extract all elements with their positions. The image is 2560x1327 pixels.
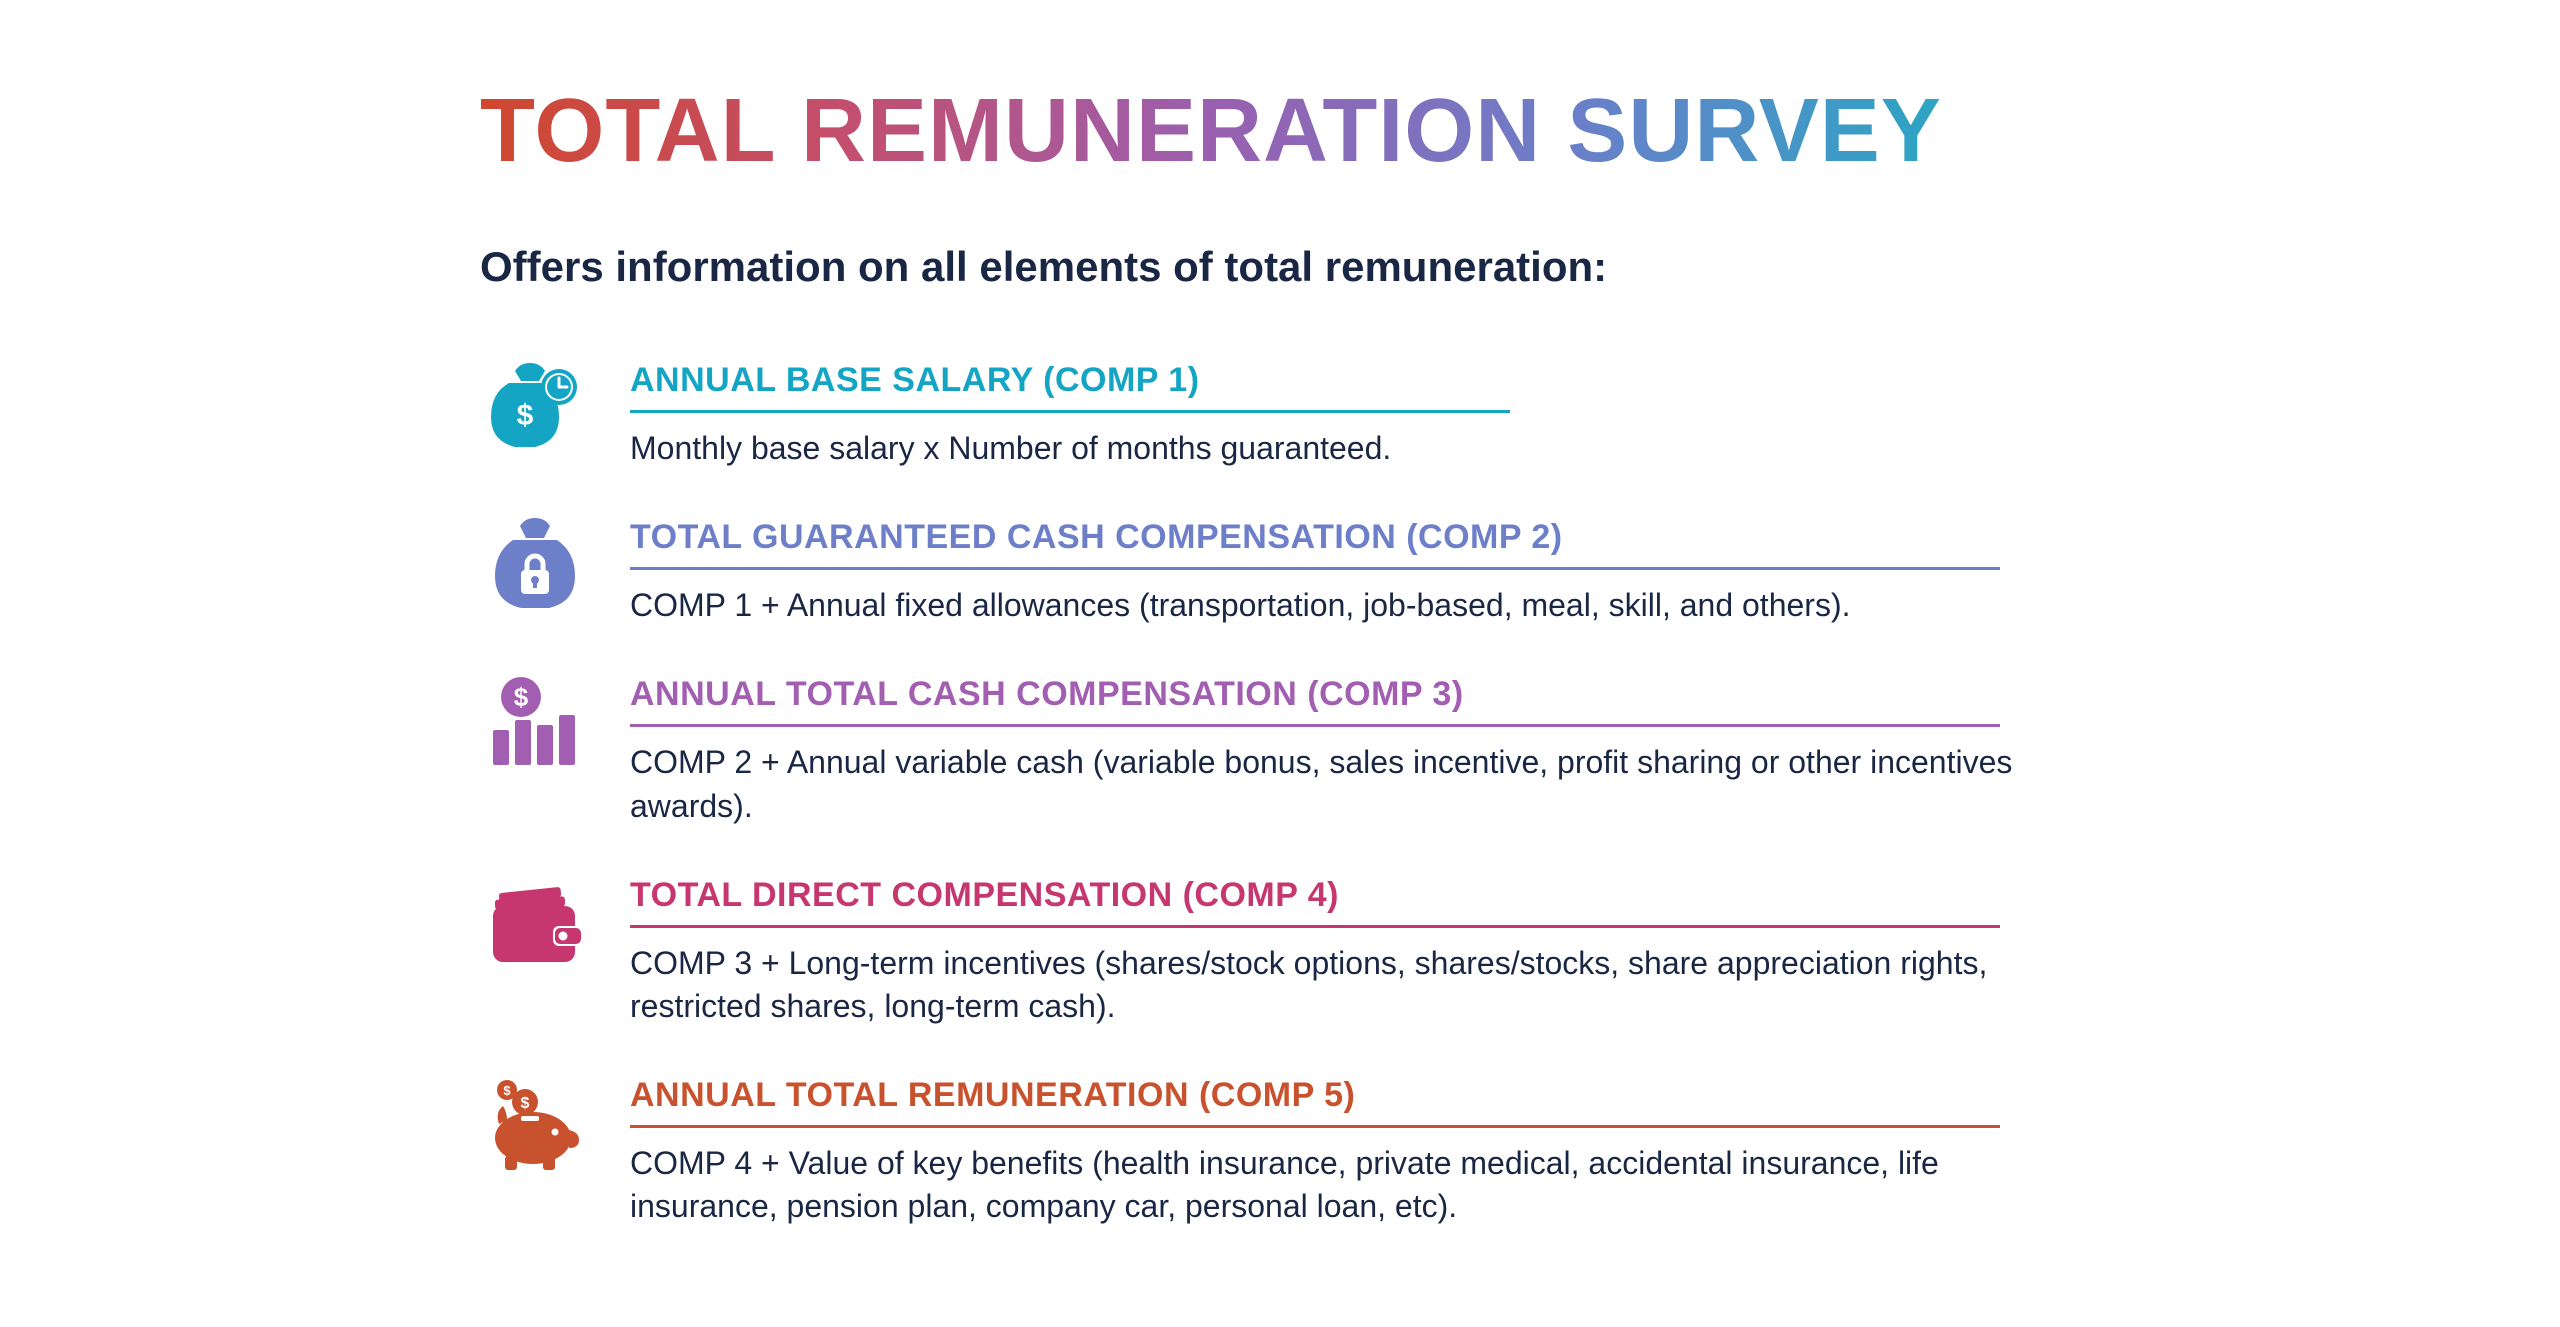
svg-text:$: $	[514, 682, 529, 712]
comp-4-title: TOTAL DIRECT COMPENSATION (COMP 4)	[630, 876, 2080, 925]
svg-text:$: $	[503, 1083, 511, 1098]
comp-5-title: ANNUAL TOTAL REMUNERATION (COMP 5)	[630, 1076, 2080, 1125]
svg-text:$: $	[517, 399, 534, 432]
comp-3-rule	[630, 724, 2000, 727]
comp-5-desc: COMP 4 + Value of key benefits (health i…	[630, 1142, 2080, 1228]
comp-4-rule	[630, 925, 2000, 928]
comp-1-rule	[630, 410, 1510, 413]
comp-1-title: ANNUAL BASE SALARY (COMP 1)	[630, 361, 2080, 410]
comp-4-item: TOTAL DIRECT COMPENSATION (COMP 4) COMP …	[480, 876, 2080, 1028]
comp-5-rule	[630, 1125, 2000, 1128]
comp-5-item: $ $ ANNUAL TOTAL REMUNERATION (COMP 5) C…	[480, 1076, 2080, 1228]
comp-2-desc: COMP 1 + Annual fixed allowances (transp…	[630, 584, 2080, 627]
money-bag-lock-icon	[480, 518, 590, 618]
comp-3-desc: COMP 2 + Annual variable cash (variable …	[630, 741, 2080, 827]
money-bag-clock-icon: $	[480, 361, 590, 461]
comp-2-title: TOTAL GUARANTEED CASH COMPENSATION (COMP…	[630, 518, 2080, 567]
svg-text:$: $	[521, 1095, 530, 1112]
items-list: $ ANNUAL BASE SALARY (COMP 1) Monthly ba…	[480, 361, 2080, 1229]
page-title: TOTAL REMUNERATION SURVEY	[480, 80, 1942, 183]
comp-2-item: TOTAL GUARANTEED CASH COMPENSATION (COMP…	[480, 518, 2080, 627]
dollar-bars-icon: $	[480, 675, 590, 775]
piggy-coins-icon: $ $	[480, 1076, 590, 1176]
comp-3-item: $ ANNUAL TOTAL CASH COMPENSATION (COMP 3…	[480, 675, 2080, 827]
comp-1-item: $ ANNUAL BASE SALARY (COMP 1) Monthly ba…	[480, 361, 2080, 470]
wallet-cards-icon	[480, 876, 590, 976]
comp-2-rule	[630, 567, 2000, 570]
comp-1-desc: Monthly base salary x Number of months g…	[630, 427, 2080, 470]
comp-3-title: ANNUAL TOTAL CASH COMPENSATION (COMP 3)	[630, 675, 2080, 724]
comp-4-desc: COMP 3 + Long-term incentives (shares/st…	[630, 942, 2080, 1028]
page-subtitle: Offers information on all elements of to…	[480, 243, 2080, 291]
